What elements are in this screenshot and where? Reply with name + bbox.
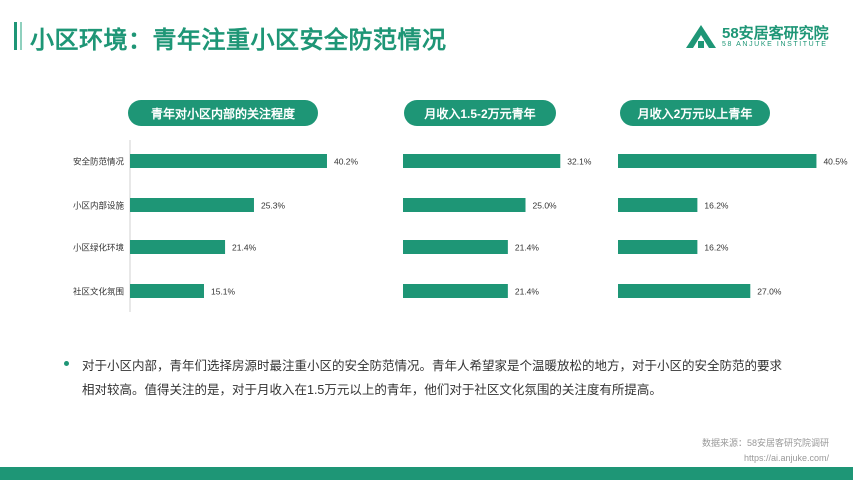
bar-3-4 (618, 284, 751, 298)
description-text: 对于小区内部，青年们选择房源时最注重小区的安全防范情况。青年人希望家是个温暖放松… (82, 359, 783, 397)
bar-1-4 (130, 284, 204, 298)
chart-2-title: 月收入1.5-2万元青年 (404, 100, 556, 126)
bar-1-3 (130, 240, 226, 254)
brand-logo: 58安居客研究院 58 ANJUKE INSTITUTE (684, 20, 844, 54)
chart-1-title: 青年对小区内部的关注程度 (128, 100, 318, 126)
footer-bar (0, 467, 853, 480)
data-label-2-3: 21.4% (515, 243, 540, 253)
bar-2-2 (403, 198, 526, 212)
bullet-dot (64, 361, 69, 366)
data-label-1-3: 21.4% (232, 243, 257, 253)
chart-3-title: 月收入2万元以上青年 (620, 100, 770, 126)
bar-1-2 (130, 198, 254, 212)
bar-2-3 (403, 240, 508, 254)
category-label-3: 小区绿化环境 (73, 243, 125, 253)
data-source: 数据来源：58安居客研究院调研 https://ai.anjuke.com/ (702, 436, 829, 466)
logo-subtitle: 58 ANJUKE INSTITUTE (722, 41, 828, 48)
category-label-4: 社区文化氛围 (73, 287, 124, 297)
page-title: 小区环境：青年注重小区安全防范情况 (30, 27, 447, 54)
bar-3-1 (618, 154, 817, 168)
data-label-1-2: 25.3% (261, 201, 286, 211)
data-label-1-4: 15.1% (211, 287, 236, 297)
category-label-2: 小区内部设施 (73, 201, 125, 211)
title-bar-light (20, 22, 22, 50)
data-label-3-2: 16.2% (704, 201, 729, 211)
bar-2-4 (403, 284, 508, 298)
title-accent-bar (14, 22, 22, 50)
bar-2-1 (403, 154, 561, 168)
source-url: https://ai.anjuke.com/ (743, 453, 829, 463)
data-label-3-4: 27.0% (757, 287, 782, 297)
data-label-3-1: 40.5% (823, 157, 848, 167)
house-roof-icon (686, 25, 716, 48)
source-line: 数据来源：58安居客研究院调研 (701, 438, 829, 448)
title-bar-dark (14, 22, 17, 50)
data-label-2-1: 32.1% (567, 157, 592, 167)
bar-charts: 40.2% 安全防范情况 25.3% 小区内部设施 21.4% 小区绿化环境 15.1% 社区… (73, 140, 848, 312)
bar-1-1 (130, 154, 327, 168)
category-label-1: 安全防范情况 (73, 157, 125, 167)
data-label-1-1: 40.2% (334, 157, 359, 167)
bar-3-2 (618, 198, 698, 212)
data-label-3-3: 16.2% (704, 243, 729, 253)
data-label-2-4: 21.4% (515, 287, 540, 297)
data-label-2-2: 25.0% (533, 201, 558, 211)
logo-name: 58安居客研究院 (722, 25, 829, 42)
bar-3-3 (618, 240, 698, 254)
